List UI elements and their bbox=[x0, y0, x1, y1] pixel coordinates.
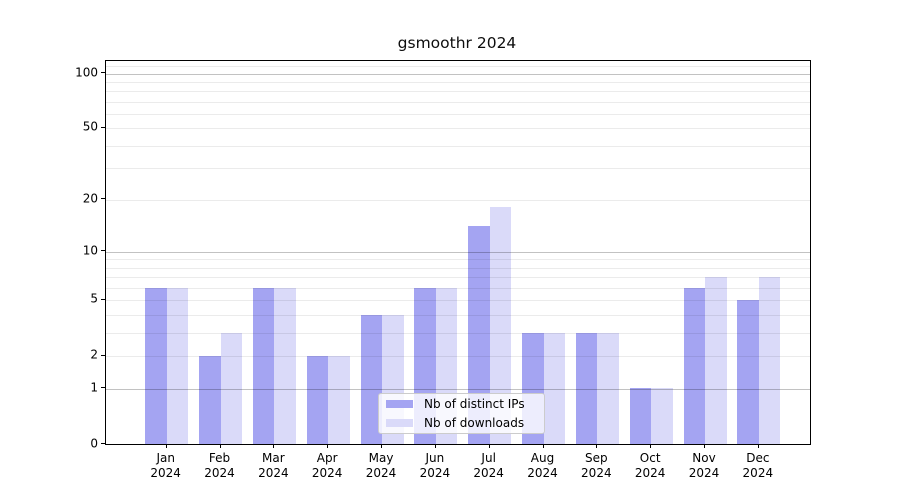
bar-distinct-ips bbox=[737, 299, 759, 444]
gridline-minor bbox=[106, 101, 810, 103]
legend-item: Nb of downloads bbox=[379, 416, 544, 431]
gridline-minor bbox=[106, 91, 810, 93]
x-tick-label: Apr 2024 bbox=[311, 451, 343, 480]
y-tick-mark bbox=[101, 354, 105, 356]
gridline-minor bbox=[106, 356, 810, 358]
y-tick-mark bbox=[101, 298, 105, 300]
bar-downloads bbox=[705, 276, 727, 444]
gridline-minor bbox=[106, 145, 810, 147]
bar-distinct-ips bbox=[629, 388, 652, 444]
x-tick-mark bbox=[434, 444, 436, 448]
x-tick-label: Sep 2024 bbox=[581, 451, 612, 480]
gridline-major bbox=[106, 388, 810, 390]
gridline-minor bbox=[106, 168, 810, 170]
x-tick-mark bbox=[488, 444, 490, 448]
y-tick-mark bbox=[101, 443, 105, 444]
x-tick-mark bbox=[165, 444, 167, 448]
legend: Nb of distinct IPs Nb of downloads bbox=[378, 393, 545, 434]
bar-downloads bbox=[274, 287, 296, 444]
plot-area bbox=[105, 60, 811, 445]
x-tick-label: Feb 2024 bbox=[204, 451, 235, 480]
bar-distinct-ips bbox=[306, 355, 329, 444]
bar-downloads bbox=[651, 388, 673, 444]
bar-downloads bbox=[166, 287, 189, 444]
y-tick-label: 100 bbox=[75, 65, 98, 80]
gridline-major bbox=[106, 73, 810, 75]
bar-distinct-ips bbox=[199, 355, 221, 444]
gridline-minor bbox=[106, 128, 810, 130]
bar-downloads bbox=[597, 332, 619, 444]
bar-distinct-ips bbox=[145, 287, 167, 444]
y-tick-mark bbox=[101, 250, 105, 252]
x-tick-mark bbox=[704, 444, 705, 448]
y-tick-mark bbox=[101, 198, 105, 200]
x-tick-label: Jan 2024 bbox=[150, 451, 181, 480]
y-tick-label: 0 bbox=[90, 436, 98, 451]
x-tick-label: May 2024 bbox=[365, 451, 397, 480]
gridline-minor bbox=[106, 333, 810, 335]
gridline-major bbox=[106, 251, 810, 253]
bar-distinct-ips bbox=[468, 226, 490, 444]
gridline-minor bbox=[106, 81, 810, 83]
x-tick-mark bbox=[596, 444, 598, 448]
bar-distinct-ips bbox=[683, 287, 705, 444]
y-tick-label: 5 bbox=[90, 292, 98, 307]
bar-distinct-ips bbox=[252, 287, 275, 444]
x-tick-label: Jul 2024 bbox=[473, 451, 504, 480]
x-tick-mark bbox=[327, 444, 329, 448]
gridline-minor bbox=[106, 259, 810, 261]
x-tick-mark bbox=[650, 444, 652, 448]
legend-swatch-downloads bbox=[386, 419, 413, 427]
legend-item: Nb of distinct IPs bbox=[379, 397, 544, 412]
legend-swatch-distinct-ips bbox=[386, 400, 413, 408]
x-tick-mark bbox=[219, 444, 221, 448]
gridline-minor bbox=[106, 114, 810, 116]
gridline-minor bbox=[106, 277, 810, 279]
bar-downloads bbox=[489, 207, 512, 444]
y-tick-label: 10 bbox=[82, 243, 98, 258]
x-tick-label: Aug 2024 bbox=[527, 451, 558, 480]
x-tick-mark bbox=[542, 444, 544, 448]
x-tick-label: Mar 2024 bbox=[258, 451, 289, 480]
x-tick-label: Nov 2024 bbox=[688, 451, 720, 480]
y-tick-mark bbox=[101, 387, 105, 389]
x-tick-label: Jun 2024 bbox=[419, 451, 451, 480]
chart-title: gsmoothr 2024 bbox=[397, 34, 517, 52]
bar-downloads bbox=[328, 355, 350, 444]
bar-downloads bbox=[758, 276, 781, 444]
gridline-minor bbox=[106, 288, 810, 290]
gridline-minor bbox=[106, 315, 810, 317]
y-tick-label: 2 bbox=[90, 347, 98, 362]
y-tick-label: 1 bbox=[90, 380, 98, 395]
y-tick-mark bbox=[101, 72, 105, 73]
gridline-minor bbox=[106, 65, 810, 67]
bar-downloads bbox=[543, 332, 565, 444]
bar-distinct-ips bbox=[575, 332, 598, 444]
x-tick-mark bbox=[757, 444, 759, 448]
y-tick-label: 50 bbox=[82, 120, 98, 135]
x-tick-mark bbox=[381, 444, 383, 448]
x-tick-label: Oct 2024 bbox=[634, 451, 666, 480]
gridline-minor bbox=[106, 300, 810, 302]
legend-label: Nb of distinct IPs bbox=[424, 397, 525, 411]
x-tick-label: Dec 2024 bbox=[742, 451, 774, 480]
x-tick-mark bbox=[273, 444, 275, 448]
gridline-minor bbox=[106, 199, 810, 201]
gridlines-layer bbox=[106, 61, 810, 444]
y-tick-mark bbox=[101, 126, 105, 128]
gridline-minor bbox=[106, 267, 810, 269]
bar-distinct-ips bbox=[360, 314, 383, 444]
legend-label: Nb of downloads bbox=[424, 416, 525, 430]
bar-downloads bbox=[220, 332, 243, 444]
y-tick-label: 20 bbox=[82, 191, 98, 206]
